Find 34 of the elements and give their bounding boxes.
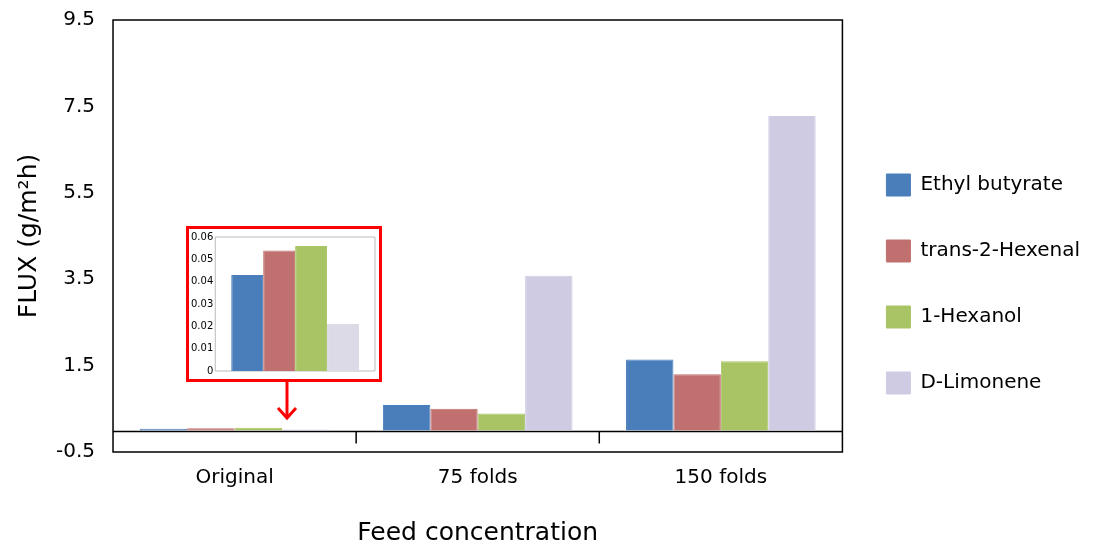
y-tick-label: 9.5 <box>63 6 96 31</box>
bar <box>626 359 674 431</box>
y-axis-title: FLUX (g/m²h) <box>12 153 42 319</box>
bar <box>768 115 816 431</box>
bar <box>295 245 328 371</box>
legend-label: D-Limonene <box>920 369 1042 394</box>
y-tick-label: 3.5 <box>63 265 96 290</box>
y-tick-label: 0.02 <box>191 319 214 331</box>
legend-label: 1-Hexanol <box>920 303 1022 328</box>
bar <box>327 324 360 371</box>
y-tick-label: 0 <box>206 364 214 376</box>
y-tick-label: 0.06 <box>191 230 214 242</box>
legend-label: Ethyl butyrate <box>920 171 1063 196</box>
y-tick-label: -0.5 <box>55 438 96 463</box>
x-tick-label: Original <box>195 464 274 489</box>
bar <box>525 275 573 431</box>
x-tick-label: 75 folds <box>437 464 518 489</box>
y-tick-label: 0.03 <box>191 297 214 309</box>
y-tick-label: 1.5 <box>63 351 96 376</box>
bar <box>263 250 296 371</box>
y-tick-label: 0.05 <box>191 252 214 264</box>
legend-label: trans-2-Hexenal <box>920 237 1081 262</box>
bar <box>477 413 526 431</box>
y-tick-label: 5.5 <box>63 179 96 203</box>
bar <box>231 274 264 371</box>
y-tick-label: 0.04 <box>191 275 214 287</box>
x-axis-title: Feed concentration <box>357 516 599 546</box>
bar <box>382 404 431 431</box>
x-tick-label: 150 folds <box>674 464 768 489</box>
bar <box>673 374 721 431</box>
y-tick-label: 0.01 <box>191 342 214 354</box>
bar <box>720 361 769 431</box>
bar <box>430 408 478 431</box>
y-tick-label: 7.5 <box>63 92 96 117</box>
